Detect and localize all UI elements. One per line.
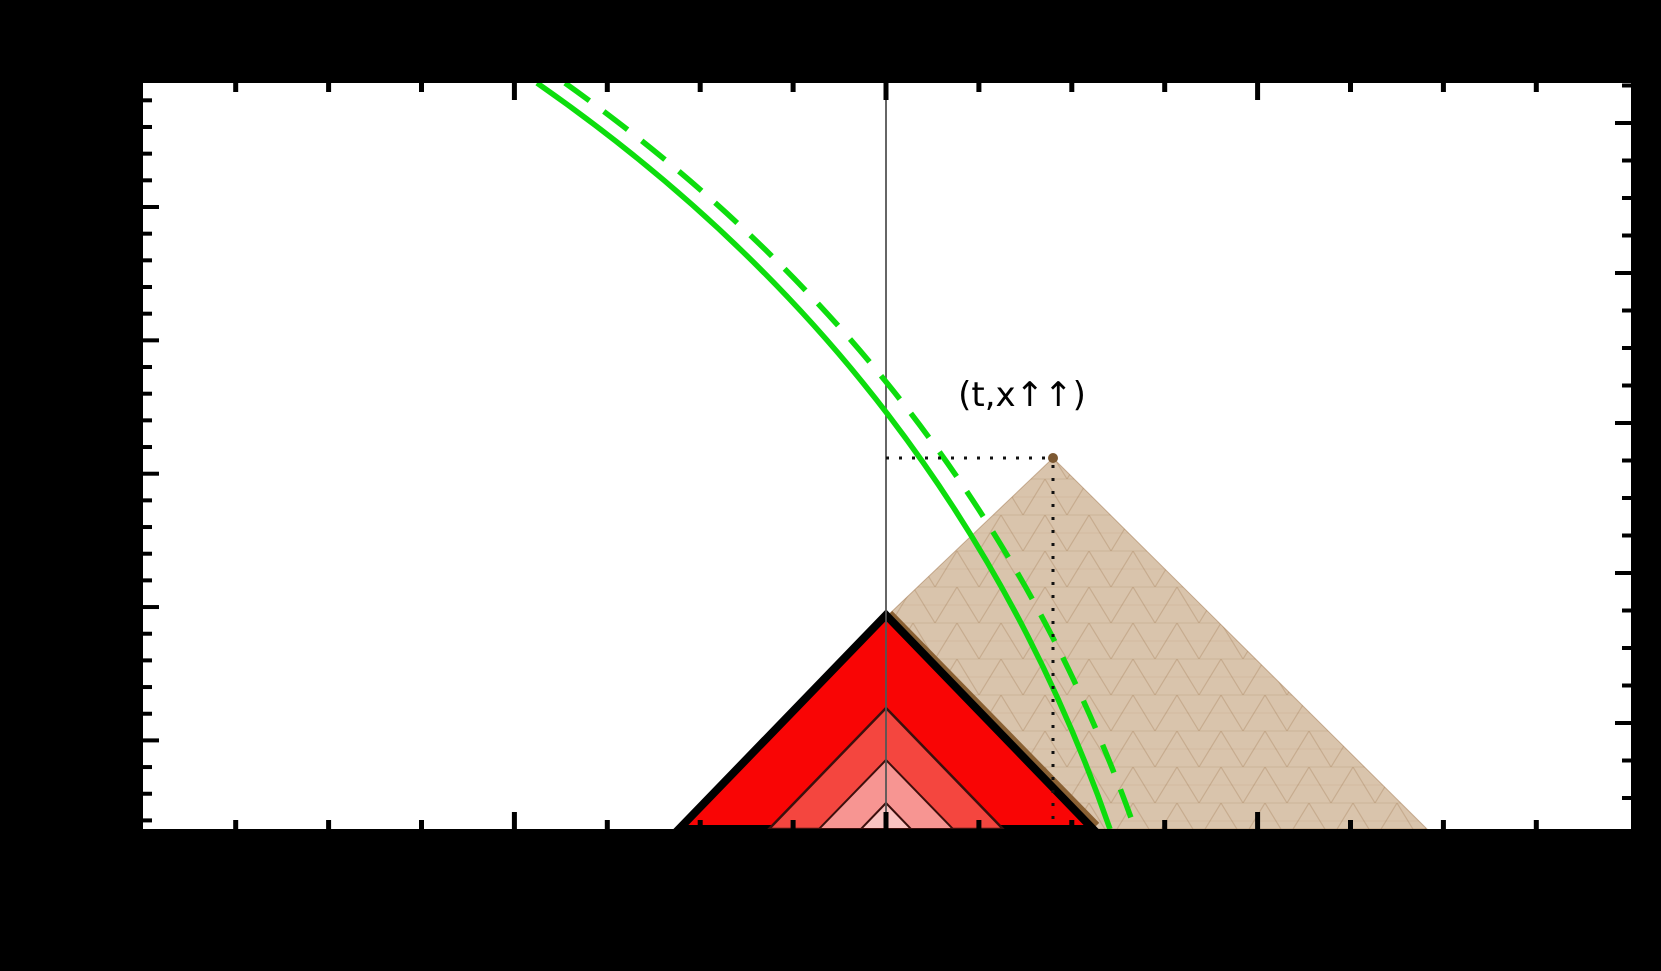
- y-axis-tick-left: [143, 551, 152, 556]
- y-axis-tick-left: [143, 445, 152, 450]
- y-axis-tick-left: [143, 525, 152, 530]
- y-axis-tick-left: [143, 124, 152, 129]
- y-axis-tick-right: [1622, 346, 1631, 350]
- y-axis-tick-left: [143, 711, 152, 716]
- y-axis-tick-left: [143, 631, 152, 636]
- y-axis-tick-left: [143, 258, 152, 263]
- x-axis-tick-bottom: [511, 812, 517, 829]
- y-axis-tick-right: [1622, 196, 1631, 200]
- y-axis-tick-right: [1622, 83, 1631, 88]
- y-axis-tick-right: [1622, 308, 1631, 313]
- x-axis-tick-bottom: [1255, 812, 1261, 829]
- y-axis-tick-left: [143, 471, 159, 476]
- y-axis-tick-left: [143, 98, 152, 103]
- x-axis-tick-top: [883, 83, 889, 100]
- x-axis-tick-bottom: [604, 820, 610, 829]
- x-axis-tick-top: [419, 83, 424, 92]
- x-axis-tick-bottom: [1348, 820, 1353, 829]
- y-axis-tick-right: [1622, 646, 1631, 650]
- chart-canvas: [143, 83, 1631, 829]
- y-axis-tick-left: [143, 285, 152, 290]
- y-axis-tick-left: [143, 791, 152, 796]
- apex-point-marker: [1048, 453, 1058, 463]
- x-axis-tick-bottom: [1533, 820, 1539, 829]
- plot-frame: (t,x↑↑): [137, 77, 1637, 835]
- x-axis-tick-bottom: [419, 820, 424, 829]
- x-axis-tick-bottom: [1069, 820, 1075, 829]
- y-axis-tick-left: [143, 178, 152, 183]
- y-axis-tick-left: [143, 311, 152, 316]
- y-axis-tick-left: [143, 498, 152, 503]
- y-axis-tick-right: [1622, 383, 1631, 388]
- y-axis-tick-left: [143, 738, 159, 743]
- x-axis-tick-bottom: [883, 812, 889, 829]
- x-axis-tick-bottom: [790, 820, 796, 829]
- y-axis-tick-right: [1622, 758, 1631, 763]
- x-axis-tick-bottom: [697, 820, 703, 829]
- y-axis-tick-right: [1615, 721, 1631, 725]
- x-axis-tick-top: [976, 83, 982, 92]
- y-axis-tick-left: [143, 338, 159, 343]
- y-axis-tick-left: [143, 658, 152, 663]
- y-axis-tick-right: [1622, 158, 1631, 163]
- x-axis-tick-top: [233, 83, 239, 92]
- y-axis-tick-right: [1622, 796, 1631, 800]
- x-axis-tick-top: [1255, 83, 1261, 100]
- y-axis-tick-right: [1615, 421, 1631, 425]
- y-axis-tick-right: [1615, 271, 1631, 275]
- y-axis-tick-left: [143, 151, 152, 156]
- x-axis-tick-top: [1348, 83, 1353, 92]
- x-axis-tick-top: [790, 83, 796, 92]
- x-axis-tick-bottom: [1440, 820, 1446, 829]
- y-axis-tick-left: [143, 605, 159, 610]
- y-axis-tick-left: [143, 765, 152, 770]
- y-axis-tick-right: [1622, 233, 1631, 238]
- green-curve-solid: [535, 83, 1113, 829]
- y-axis-tick-left: [143, 391, 152, 396]
- x-axis-tick-top: [697, 83, 703, 92]
- y-axis-tick-right: [1622, 496, 1631, 500]
- x-axis-tick-bottom: [233, 820, 239, 829]
- x-axis-tick-top: [326, 83, 332, 92]
- apex-annotation-label: (t,x↑↑): [958, 375, 1086, 415]
- y-axis-tick-left: [143, 365, 152, 370]
- y-axis-tick-right: [1615, 571, 1631, 575]
- lightcone-region-mesh: [886, 458, 1427, 829]
- y-axis-tick-left: [143, 205, 159, 209]
- x-axis-tick-top: [604, 83, 610, 92]
- y-axis-tick-left: [143, 231, 152, 236]
- y-axis-tick-right: [1622, 683, 1631, 688]
- y-axis-tick-left: [143, 685, 152, 690]
- y-axis-tick-right: [1615, 121, 1631, 125]
- x-axis-tick-top: [511, 83, 517, 100]
- y-axis-tick-left: [143, 418, 152, 423]
- x-axis-tick-top: [1162, 83, 1168, 92]
- y-axis-tick-right: [1622, 608, 1631, 613]
- y-axis-tick-left: [143, 578, 152, 583]
- y-axis-tick-left: [143, 818, 152, 823]
- plot-area: (t,x↑↑): [143, 83, 1631, 829]
- x-axis-tick-bottom: [1162, 820, 1168, 829]
- x-axis-tick-top: [1533, 83, 1539, 92]
- x-axis-tick-bottom: [326, 820, 332, 829]
- y-axis-tick-right: [1622, 458, 1631, 463]
- x-axis-tick-bottom: [976, 820, 982, 829]
- x-axis-tick-top: [1440, 83, 1446, 92]
- x-axis-tick-top: [1069, 83, 1075, 92]
- y-axis-tick-right: [1622, 533, 1631, 538]
- green-curve-dashed: [563, 83, 1138, 829]
